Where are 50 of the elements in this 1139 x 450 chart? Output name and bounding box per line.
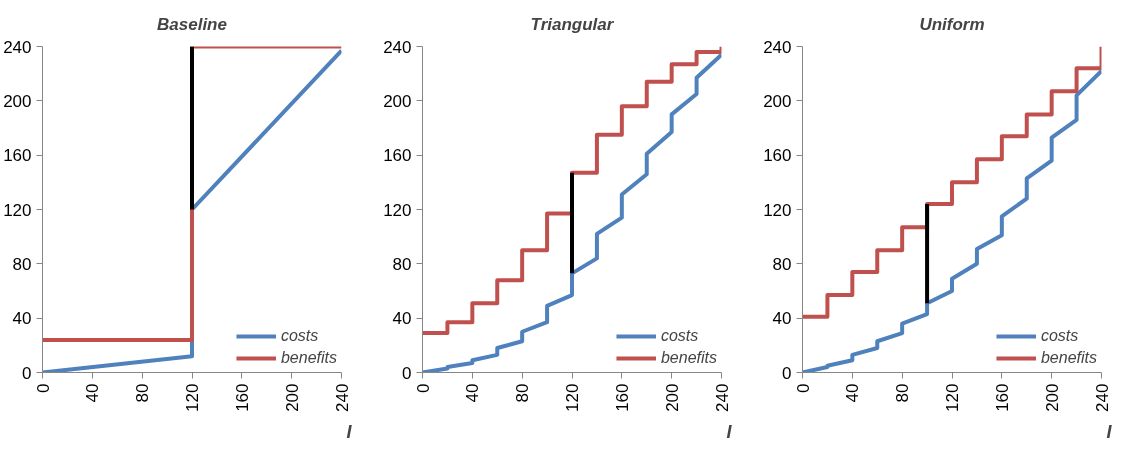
x-tick-label: 0 — [793, 383, 813, 393]
x-tick-label: 200 — [282, 383, 302, 412]
y-tick-label: 240 — [763, 37, 792, 57]
legend-label: benefits — [660, 349, 717, 367]
y-tick-label: 240 — [383, 37, 412, 57]
x-tick-label: 120 — [183, 383, 202, 412]
y-tick-label: 40 — [12, 309, 32, 329]
y-tick-label: 80 — [772, 254, 792, 274]
y-tick-label: 200 — [763, 91, 792, 111]
line-series — [802, 46, 1102, 319]
y-tick-label: 200 — [383, 91, 412, 111]
legend-label: costs — [1040, 327, 1079, 345]
x-axis-title: I — [726, 421, 733, 442]
x-tick-label: 200 — [1042, 383, 1062, 412]
x-tick-label: 160 — [612, 383, 632, 412]
x-tick-label: 40 — [463, 383, 483, 403]
x-tick-label: 80 — [513, 383, 533, 403]
y-tick-label: 120 — [3, 200, 32, 220]
x-axis-title: I — [1106, 421, 1113, 442]
x-tick-label: 80 — [133, 383, 153, 403]
x-tick-label: 120 — [943, 383, 962, 412]
x-tick-label: 160 — [992, 383, 1012, 412]
y-tick-label: 160 — [383, 146, 412, 166]
y-tick-label: 120 — [763, 200, 792, 220]
x-tick-label: 40 — [83, 383, 103, 403]
legend-label: costs — [660, 327, 699, 345]
x-tick-label: 240 — [332, 383, 352, 412]
y-tick-label: 200 — [3, 91, 32, 111]
chart-title: Baseline — [157, 15, 227, 34]
x-tick-label: 0 — [33, 383, 53, 393]
y-tick-label: 240 — [3, 37, 32, 57]
y-tick-label: 40 — [392, 309, 412, 329]
x-tick-label: 80 — [893, 383, 913, 403]
legend-label: benefits — [1040, 349, 1097, 367]
x-tick-label: 120 — [563, 383, 582, 412]
x-tick-label: 160 — [232, 383, 252, 412]
y-tick-label: 160 — [763, 146, 792, 166]
y-tick-label: 40 — [772, 309, 792, 329]
x-axis-title: I — [346, 421, 353, 442]
x-tick-label: 40 — [843, 383, 863, 403]
x-tick-label: 0 — [413, 383, 433, 393]
x-tick-label: 200 — [662, 383, 682, 412]
chart-title: Uniform — [919, 15, 985, 34]
y-tick-label: 160 — [3, 146, 32, 166]
y-tick-label: 120 — [383, 200, 412, 220]
x-tick-label: 240 — [712, 383, 732, 412]
y-tick-label: 80 — [12, 254, 32, 274]
chart-title: Triangular — [530, 15, 615, 34]
x-tick-label: 240 — [1092, 383, 1112, 412]
y-tick-label: 80 — [392, 254, 412, 274]
